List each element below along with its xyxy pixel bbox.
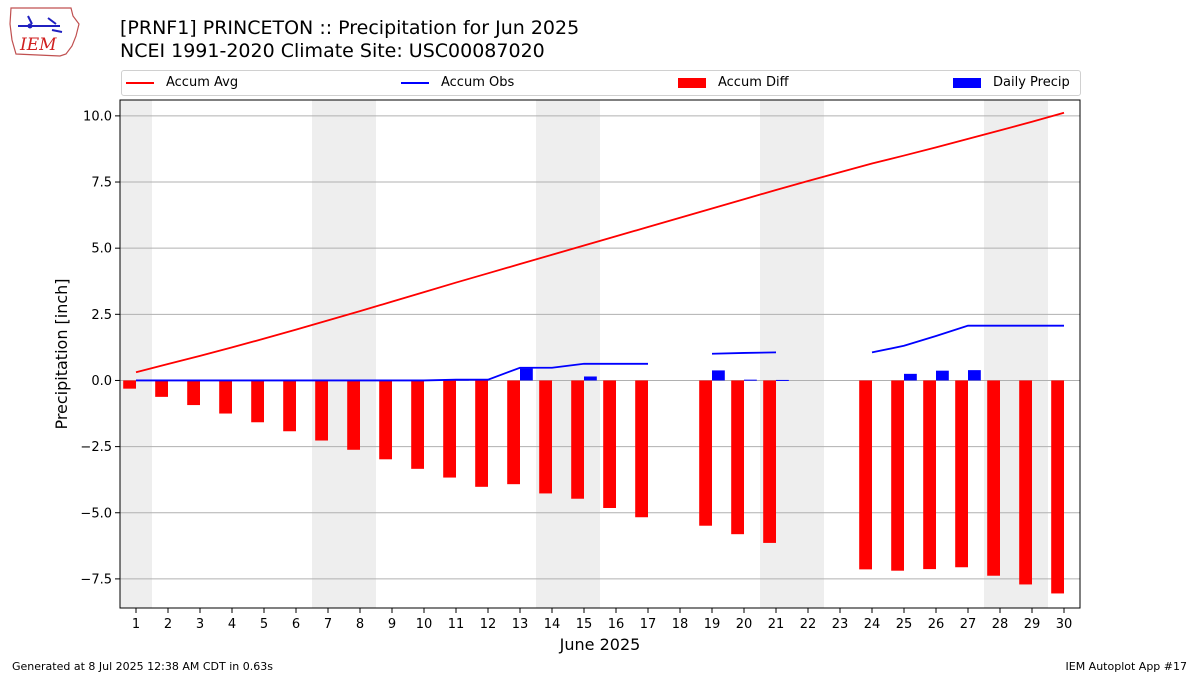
bar-accum-diff-day-4 xyxy=(219,380,232,414)
xtick-label-13: 14 xyxy=(544,617,561,632)
line-accum-obs-segment-2 xyxy=(871,324,1064,354)
bar-daily-precip-day-25 xyxy=(904,373,917,381)
xtick-label-23: 24 xyxy=(864,617,881,632)
xtick-label-2: 3 xyxy=(196,617,204,632)
legend-label-daily-precip: Daily Precip xyxy=(993,75,1070,90)
weekend-shade-2 xyxy=(536,100,600,608)
bar-accum-diff-day-21 xyxy=(763,380,776,543)
plot-frame xyxy=(119,99,1081,609)
legend-swatch-accum-diff xyxy=(678,78,706,88)
footer-app: IEM Autoplot App #17 xyxy=(1065,660,1188,673)
xtick-label-20: 21 xyxy=(768,617,785,632)
xtick-label-3: 4 xyxy=(228,617,236,632)
bar-daily-precip-day-20 xyxy=(744,379,757,381)
bar-accum-diff-day-15 xyxy=(571,380,584,499)
y-axis-label: Precipitation [inch] xyxy=(52,278,71,429)
ytick-label-5: 5.0 xyxy=(91,242,112,257)
line-accum-avg xyxy=(135,111,1065,374)
xtick-label-12: 13 xyxy=(512,617,529,632)
ytick-label-4: 2.5 xyxy=(91,308,112,323)
bar-accum-diff-day-14 xyxy=(539,380,552,494)
xtick-label-29: 30 xyxy=(1056,617,1073,632)
xtick-label-7: 8 xyxy=(356,617,364,632)
xtick-label-6: 7 xyxy=(324,617,332,632)
legend: Accum Avg Accum Obs Accum Diff Daily Pre… xyxy=(121,70,1081,96)
bar-daily-precip-day-21 xyxy=(776,379,789,381)
xtick-label-0: 1 xyxy=(132,617,140,632)
bar-accum-diff-day-2 xyxy=(155,380,168,397)
bar-accum-diff-day-19 xyxy=(699,380,712,526)
bar-accum-diff-day-9 xyxy=(379,380,392,460)
bar-accum-diff-day-27 xyxy=(955,380,968,568)
bar-accum-diff-day-5 xyxy=(251,380,264,423)
bar-accum-diff-day-30 xyxy=(1051,380,1064,594)
bar-accum-diff-day-8 xyxy=(347,380,360,450)
xtick-label-21: 22 xyxy=(800,617,817,632)
bar-accum-diff-day-3 xyxy=(187,380,200,406)
bar-daily-precip-day-19 xyxy=(712,370,725,381)
legend-label-accum-obs: Accum Obs xyxy=(441,75,515,90)
ytick-label-7: 10.0 xyxy=(83,109,112,124)
xtick-label-26: 27 xyxy=(960,617,977,632)
xtick-label-15: 16 xyxy=(608,617,625,632)
bar-accum-diff-day-10 xyxy=(411,380,424,469)
weekend-shade-1 xyxy=(312,100,376,608)
bar-accum-diff-day-25 xyxy=(891,380,904,571)
footer-generated: Generated at 8 Jul 2025 12:38 AM CDT in … xyxy=(12,660,273,673)
bar-accum-diff-day-29 xyxy=(1019,380,1032,585)
xtick-label-9: 10 xyxy=(416,617,433,632)
bar-accum-diff-day-26 xyxy=(923,380,936,570)
legend-label-accum-avg: Accum Avg xyxy=(166,75,239,90)
bar-accum-diff-day-1 xyxy=(123,380,136,389)
bar-accum-diff-day-6 xyxy=(283,380,296,432)
bar-accum-diff-day-16 xyxy=(603,380,616,508)
xtick-label-18: 19 xyxy=(704,617,721,632)
bar-accum-diff-day-12 xyxy=(475,380,488,487)
legend-swatch-daily-precip xyxy=(953,78,981,88)
xtick-label-24: 25 xyxy=(896,617,913,632)
bar-accum-diff-day-24 xyxy=(859,380,872,570)
line-accum-obs-segment-0 xyxy=(136,362,648,382)
bar-accum-diff-day-17 xyxy=(635,380,648,518)
chart-subtitle: NCEI 1991-2020 Climate Site: USC00087020 xyxy=(120,40,545,62)
bar-daily-precip-day-13 xyxy=(520,368,533,381)
xtick-label-19: 20 xyxy=(736,617,753,632)
x-axis-label: June 2025 xyxy=(559,635,641,654)
ytick-label-1: −5.0 xyxy=(80,506,112,521)
iem-logo: IEM xyxy=(9,7,80,57)
bar-accum-diff-day-28 xyxy=(987,380,1000,576)
xtick-label-4: 5 xyxy=(260,617,268,632)
bar-daily-precip-day-26 xyxy=(936,370,949,381)
xtick-label-14: 15 xyxy=(576,617,593,632)
xtick-label-5: 6 xyxy=(292,617,300,632)
legend-label-accum-diff: Accum Diff xyxy=(718,75,789,90)
xtick-label-8: 9 xyxy=(388,617,396,632)
xtick-label-17: 18 xyxy=(672,617,689,632)
line-accum-obs-segment-1 xyxy=(711,351,777,355)
xtick-label-11: 12 xyxy=(480,617,497,632)
ytick-label-3: 0.0 xyxy=(91,374,112,389)
ytick-label-0: −7.5 xyxy=(80,572,112,587)
xtick-label-25: 26 xyxy=(928,617,945,632)
bar-accum-diff-day-11 xyxy=(443,380,456,478)
xtick-label-16: 17 xyxy=(640,617,657,632)
bar-accum-diff-day-7 xyxy=(315,380,328,441)
xtick-label-27: 28 xyxy=(992,617,1009,632)
bar-daily-precip-day-15 xyxy=(584,376,597,381)
chart-title: [PRNF1] PRINCETON :: Precipitation for J… xyxy=(120,17,580,39)
iem-logo-text: IEM xyxy=(19,35,57,55)
xtick-label-1: 2 xyxy=(164,617,172,632)
ytick-label-6: 7.5 xyxy=(91,176,112,191)
weekend-shade-0 xyxy=(120,100,152,608)
bar-accum-diff-day-13 xyxy=(507,380,520,485)
xtick-label-22: 23 xyxy=(832,617,849,632)
xtick-label-10: 11 xyxy=(448,617,465,632)
bar-accum-diff-day-20 xyxy=(731,380,744,535)
xtick-label-28: 29 xyxy=(1024,617,1041,632)
bar-daily-precip-day-27 xyxy=(968,370,981,381)
ytick-label-2: −2.5 xyxy=(80,440,112,455)
legend-swatch-accum-obs xyxy=(401,82,429,84)
legend-swatch-accum-avg xyxy=(126,82,154,84)
